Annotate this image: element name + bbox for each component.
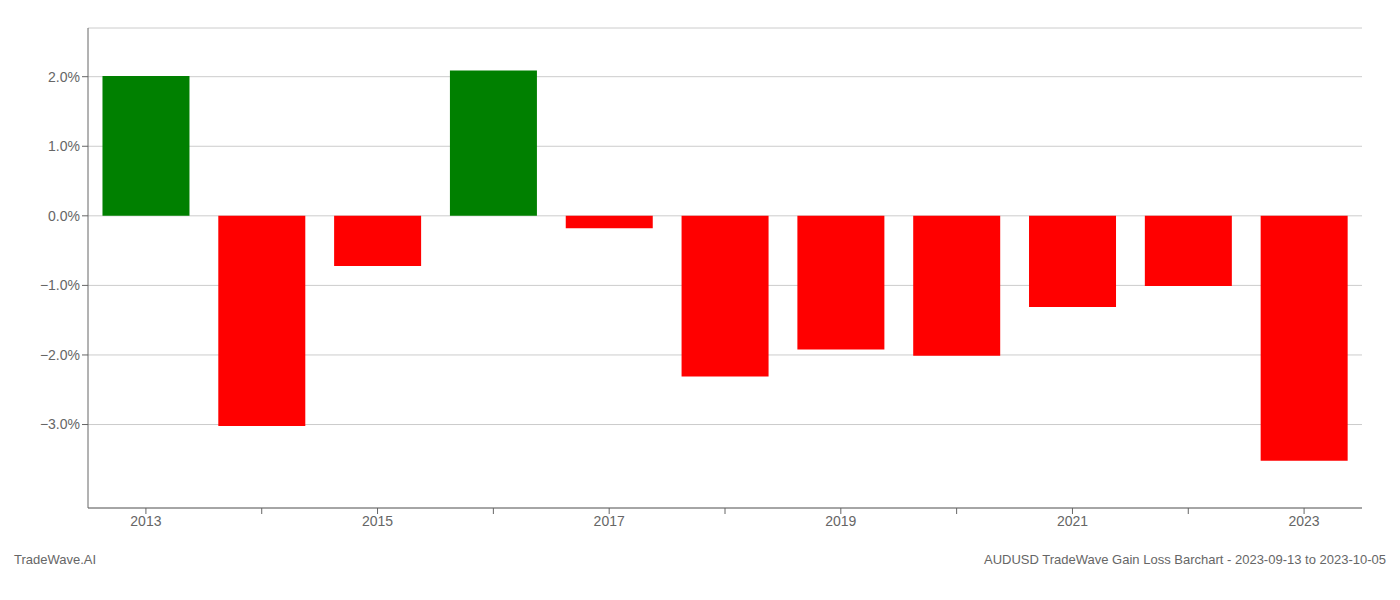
svg-text:2019: 2019: [825, 513, 856, 529]
svg-text:−2.0%: −2.0%: [40, 347, 80, 363]
svg-text:2017: 2017: [594, 513, 625, 529]
svg-text:2021: 2021: [1057, 513, 1088, 529]
svg-text:2013: 2013: [130, 513, 161, 529]
html-text:AUDUSD TradeWave Gain Loss Bar: AUDUSD TradeWave Gain Loss Barchart - 20…: [984, 552, 1386, 567]
svg-text:0.0%: 0.0%: [48, 208, 80, 224]
svg-text:1.0%: 1.0%: [48, 138, 80, 154]
svg-text:2015: 2015: [362, 513, 393, 529]
svg-text:2.0%: 2.0%: [48, 69, 80, 85]
svg-text:2023: 2023: [1289, 513, 1320, 529]
svg-text:−3.0%: −3.0%: [40, 416, 80, 432]
svg-text:−1.0%: −1.0%: [40, 277, 80, 293]
html-text:TradeWave.AI: TradeWave.AI: [14, 552, 97, 567]
